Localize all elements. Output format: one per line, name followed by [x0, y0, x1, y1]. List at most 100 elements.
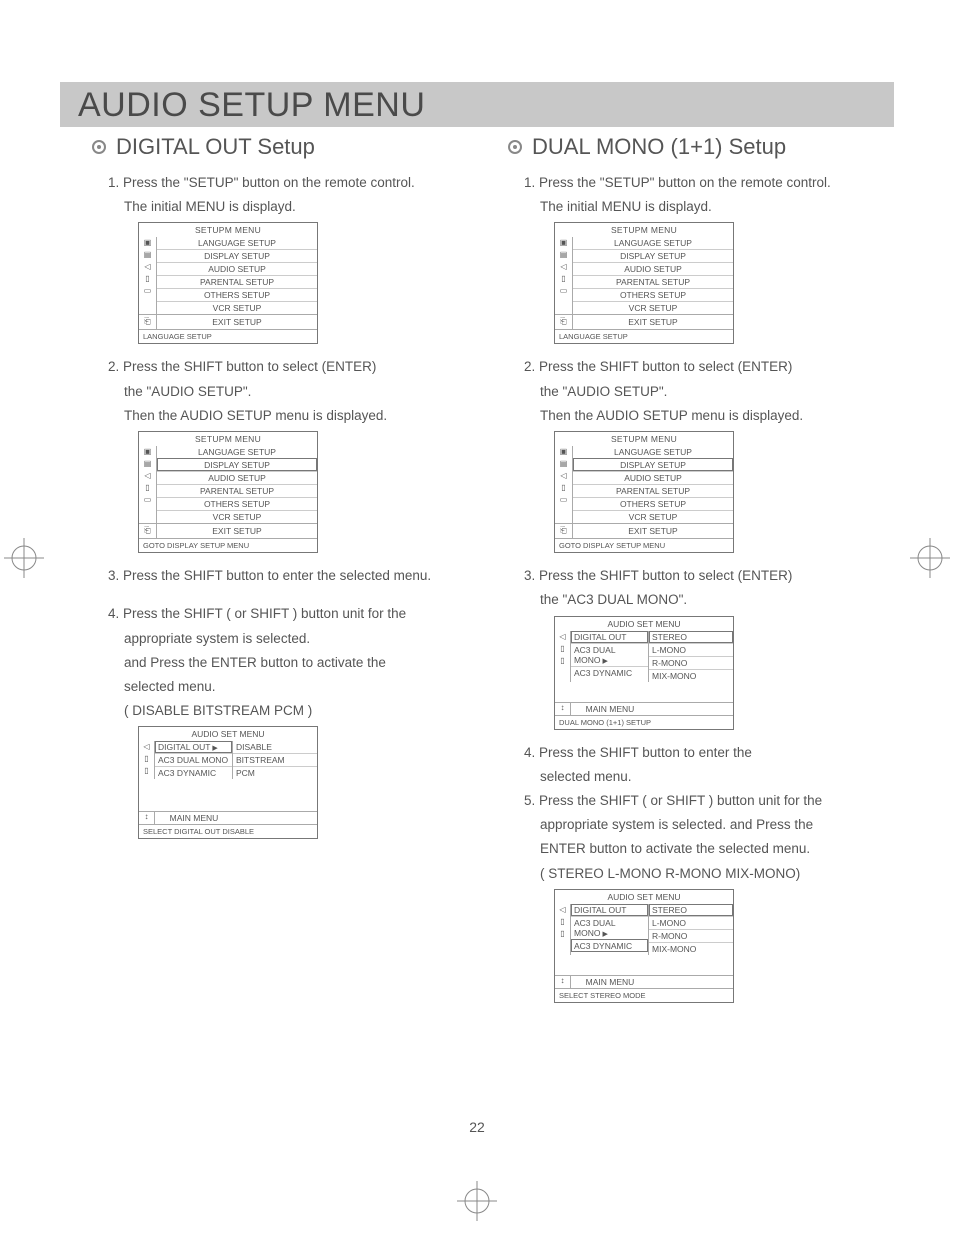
menu-item[interactable]: AUDIO SETUP — [573, 471, 733, 484]
menu-item[interactable]: OTHERS SETUP — [573, 288, 733, 301]
menu-option[interactable]: PCM — [233, 766, 317, 779]
menu-footer: SELECT DIGITAL OUT DISABLE — [139, 824, 317, 838]
menu-option[interactable]: BITSTREAM — [233, 753, 317, 766]
menu-exit[interactable]: EXIT SETUP — [157, 315, 317, 329]
menu-item[interactable]: DISPLAY SETUP — [573, 249, 733, 262]
menu-icon: ▣ — [139, 237, 156, 249]
menu-item[interactable]: AC3 DUAL MONO▶ — [571, 643, 648, 666]
menu-option[interactable]: R-MONO — [649, 656, 733, 669]
step-text: Then the AUDIO SETUP menu is displayed. — [540, 407, 894, 425]
menu-icon: ▯ — [555, 643, 570, 655]
setup-menu: SETUPM MENU ▣ ▤ ◁ ▯ ▭ LANGUAGE SETUP DIS… — [554, 431, 734, 553]
menu-icon: ◁ — [139, 261, 156, 273]
menu-item[interactable]: AUDIO SETUP — [157, 471, 317, 484]
menu-icon-col: ▣ ▤ ◁ ▯ ▭ — [139, 237, 157, 314]
menu-icon: ▯ — [139, 273, 156, 285]
menu-icon: ▤ — [555, 249, 572, 261]
heading-text: DUAL MONO (1+1) Setup — [532, 134, 786, 160]
menu-icon: ▯ — [139, 753, 154, 765]
heading-digital-out: DIGITAL OUT Setup — [92, 134, 478, 160]
menu-item[interactable]: PARENTAL SETUP — [157, 484, 317, 497]
menu-option[interactable]: MIX-MONO — [649, 669, 733, 682]
menu-icon: ▯ — [555, 928, 570, 940]
menu-footer: LANGUAGE SETUP — [555, 329, 733, 343]
menu-option[interactable]: R-MONO — [649, 929, 733, 942]
bullet-icon — [508, 140, 522, 154]
menu-title: SETUPM MENU — [139, 432, 317, 446]
menu-option[interactable]: STEREO — [649, 631, 733, 643]
menu-item[interactable]: AC3 DYNAMIC — [571, 939, 648, 952]
step-text: ( STEREO L-MONO R-MONO MIX-MONO) — [540, 865, 894, 883]
menu-footer: GOTO DISPLAY SETUP MENU — [139, 538, 317, 552]
menu-icon: ▯ — [139, 765, 154, 777]
menu-item[interactable]: DISPLAY SETUP — [573, 458, 733, 471]
step-text: 3. Press the SHIFT button to enter the s… — [108, 567, 478, 585]
menu-option[interactable]: STEREO — [649, 904, 733, 916]
menu-item[interactable]: OTHERS SETUP — [573, 497, 733, 510]
menu-icon: ◁ — [139, 741, 154, 753]
menu-exit[interactable]: EXIT SETUP — [573, 524, 733, 538]
main-menu-button[interactable]: MAIN MENU — [571, 976, 649, 988]
step-text: 1. Press the "SETUP" button on the remot… — [108, 174, 478, 192]
menu-exit[interactable]: EXIT SETUP — [573, 315, 733, 329]
menu-item[interactable]: AC3 DUAL MONO▶ — [571, 916, 648, 939]
menu-icon: ▣ — [139, 446, 156, 458]
menu-footer: SELECT STEREO MODE — [555, 988, 733, 1002]
menu-icon: ▯ — [139, 482, 156, 494]
menu-item[interactable]: AUDIO SETUP — [157, 262, 317, 275]
menu-item[interactable]: DIGITAL OUT — [571, 631, 648, 643]
step-text: 1. Press the "SETUP" button on the remot… — [524, 174, 894, 192]
setup-menu: SETUPM MENU ▣ ▤ ◁ ▯ ▭ LANGUAGE SETUP DIS… — [554, 222, 734, 344]
menu-item[interactable]: LANGUAGE SETUP — [157, 446, 317, 458]
menu-icon: ▯ — [555, 916, 570, 928]
main-menu-button[interactable]: MAIN MENU — [155, 812, 233, 824]
menu-item[interactable]: PARENTAL SETUP — [573, 275, 733, 288]
menu-exit[interactable]: EXIT SETUP — [157, 524, 317, 538]
menu-item[interactable]: VCR SETUP — [157, 510, 317, 523]
menu-icon: ▤ — [555, 458, 572, 470]
page-title: AUDIO SETUP MENU — [60, 82, 894, 127]
arrow-icon: ▶ — [600, 658, 607, 665]
menu-option[interactable]: L-MONO — [649, 643, 733, 656]
step-text: 5. Press the SHIFT ( or SHIFT ) button u… — [524, 792, 894, 810]
menu-item[interactable]: AC3 DYNAMIC — [155, 766, 232, 779]
menu-icon: ◁ — [139, 470, 156, 482]
main-menu-button[interactable]: MAIN MENU — [571, 703, 649, 715]
menu-option[interactable]: DISABLE — [233, 741, 317, 753]
menu-item[interactable]: OTHERS SETUP — [157, 497, 317, 510]
menu-item[interactable]: OTHERS SETUP — [157, 288, 317, 301]
menu-item[interactable]: PARENTAL SETUP — [157, 275, 317, 288]
step-text: ( DISABLE BITSTREAM PCM ) — [124, 702, 478, 720]
menu-item[interactable]: DIGITAL OUT▶ — [155, 741, 232, 753]
menu-item[interactable]: LANGUAGE SETUP — [157, 237, 317, 249]
menu-icon: ▯ — [555, 273, 572, 285]
menu-item[interactable]: AC3 DYNAMIC — [571, 666, 648, 679]
menu-icon: ◁ — [555, 631, 570, 643]
arrow-icon: ▶ — [600, 931, 607, 938]
menu-item[interactable]: PARENTAL SETUP — [573, 484, 733, 497]
step-text: 2. Press the SHIFT button to select (ENT… — [524, 358, 894, 376]
menu-item[interactable]: VCR SETUP — [573, 301, 733, 314]
menu-item[interactable]: AUDIO SETUP — [573, 262, 733, 275]
step-text: Then the AUDIO SETUP menu is displayed. — [124, 407, 478, 425]
menu-item[interactable]: DIGITAL OUT — [571, 904, 648, 916]
menu-item[interactable]: LANGUAGE SETUP — [573, 446, 733, 458]
menu-option[interactable]: MIX-MONO — [649, 942, 733, 955]
step-text: selected menu. — [540, 768, 894, 786]
exit-icon: ⎗ — [139, 315, 157, 329]
menu-item[interactable]: LANGUAGE SETUP — [573, 237, 733, 249]
menu-icon: ◁ — [555, 470, 572, 482]
menu-item[interactable]: VCR SETUP — [157, 301, 317, 314]
step-text: appropriate system is selected. and Pres… — [540, 816, 894, 834]
menu-item[interactable]: VCR SETUP — [573, 510, 733, 523]
exit-icon: ⎗ — [555, 524, 573, 538]
step-text: 3. Press the SHIFT button to select (ENT… — [524, 567, 894, 585]
menu-item[interactable]: DISPLAY SETUP — [157, 249, 317, 262]
menu-icon: ▯ — [555, 482, 572, 494]
menu-option[interactable]: L-MONO — [649, 916, 733, 929]
step-text: and Press the ENTER button to activate t… — [124, 654, 478, 672]
menu-icon: ▭ — [139, 285, 156, 297]
menu-item[interactable]: DISPLAY SETUP — [157, 458, 317, 471]
menu-item[interactable]: AC3 DUAL MONO — [155, 753, 232, 766]
arrow-icon: ▶ — [210, 745, 217, 752]
